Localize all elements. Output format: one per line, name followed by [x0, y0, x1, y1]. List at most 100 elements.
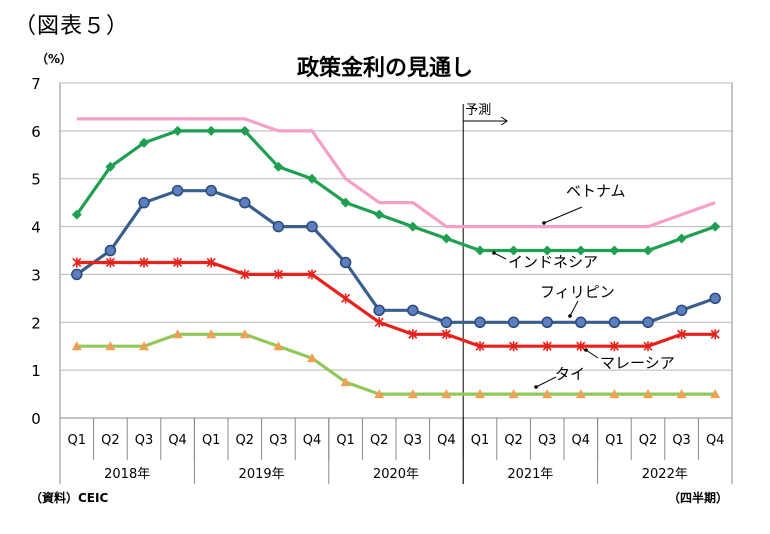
x-tick-label: Q4 [303, 433, 322, 448]
marker-triangle [374, 389, 385, 399]
marker-circle [205, 184, 217, 197]
callout-arrow-tip [534, 385, 538, 389]
y-tick-label: 7 [31, 75, 41, 93]
marker-triangle [340, 377, 351, 387]
marker-star [542, 341, 552, 352]
marker-diamond [206, 125, 217, 136]
marker-diamond [105, 161, 116, 172]
x-tick-label: Q3 [672, 433, 691, 448]
x-tick-label: Q3 [269, 433, 288, 448]
x-tick-label: Q4 [168, 433, 187, 448]
x-tick-label: Q1 [68, 433, 87, 448]
marker-triangle [575, 389, 586, 399]
marker-triangle [710, 389, 721, 399]
callout-leader [569, 300, 579, 317]
marker-diamond [139, 137, 149, 148]
callout-arrow-tip [492, 251, 496, 255]
forecast-arrow-head [500, 116, 508, 126]
marker-star [341, 293, 351, 304]
marker-diamond [643, 245, 653, 256]
x-tick-label: Q4 [706, 433, 725, 448]
marker-diamond [441, 233, 452, 244]
x-tick-label: Q2 [639, 433, 658, 448]
marker-triangle [71, 341, 82, 351]
marker-star [509, 341, 519, 352]
marker-star [710, 329, 720, 340]
marker-circle [675, 304, 688, 317]
x-tick-label: Q1 [471, 433, 490, 448]
marker-star [173, 257, 183, 268]
marker-circle [709, 292, 721, 305]
marker-triangle [206, 329, 217, 339]
marker-diamond [273, 161, 284, 172]
marker-triangle [172, 329, 183, 339]
marker-triangle [676, 389, 687, 399]
marker-diamond [407, 221, 418, 232]
y-tick-label: 2 [31, 314, 41, 332]
marker-diamond [575, 245, 586, 256]
marker-star [408, 329, 418, 340]
marker-triangle [105, 341, 116, 351]
marker-circle [541, 316, 553, 329]
marker-circle [306, 220, 318, 233]
marker-star [475, 341, 485, 352]
marker-star [441, 329, 451, 340]
marker-star [72, 257, 82, 268]
series-label: フィリピン [540, 283, 615, 301]
marker-circle [407, 304, 419, 317]
marker-diamond [542, 245, 553, 256]
marker-star [307, 269, 317, 280]
year-label: 2019年 [239, 467, 285, 482]
x-tick-label: Q3 [538, 433, 557, 448]
source-note: （資料）CEIC [30, 491, 109, 505]
marker-circle [171, 184, 184, 197]
marker-circle [339, 256, 352, 269]
marker-triangle [441, 389, 452, 399]
callout-leader [585, 349, 599, 359]
x-tick-label: Q2 [370, 433, 389, 448]
marker-triangle [273, 341, 284, 351]
marker-diamond [307, 173, 317, 184]
year-label: 2021年 [507, 467, 553, 482]
y-tick-label: 1 [31, 362, 41, 380]
marker-circle [440, 316, 453, 329]
x-tick-label: Q1 [202, 433, 221, 448]
marker-diamond [508, 245, 519, 256]
marker-circle [373, 304, 385, 317]
x-tick-label: Q4 [437, 433, 456, 448]
series-label: マレーシア [600, 354, 675, 372]
year-label: 2020年 [373, 467, 419, 482]
marker-triangle [407, 389, 418, 399]
y-tick-label: 3 [31, 266, 41, 284]
y-axis-unit-label: （%） [36, 52, 73, 66]
marker-triangle [139, 341, 149, 351]
figure-label: （図表５） [14, 14, 130, 39]
marker-circle [474, 316, 486, 329]
marker-triangle [508, 389, 519, 399]
marker-star [105, 257, 115, 268]
marker-circle [272, 220, 285, 233]
marker-star [609, 341, 619, 352]
callout-arrow-tip [584, 348, 588, 352]
forecast-label: 予測 [465, 103, 491, 118]
marker-triangle [307, 353, 317, 363]
marker-triangle [239, 329, 250, 339]
x-tick-label: Q2 [504, 433, 523, 448]
marker-diamond [609, 245, 620, 256]
x-tick-label: Q1 [605, 433, 624, 448]
marker-triangle [542, 389, 553, 399]
marker-diamond [676, 233, 687, 244]
x-tick-label: Q2 [236, 433, 255, 448]
series-line [75, 129, 716, 253]
callout-leader [493, 252, 507, 260]
marker-star [240, 269, 250, 280]
callout-leader [535, 376, 557, 388]
y-tick-label: 0 [31, 410, 41, 428]
series-label: インドネシア [508, 253, 598, 271]
series-line [76, 260, 716, 348]
year-label: 2018年 [104, 467, 150, 482]
marker-diamond [340, 197, 351, 208]
marker-circle [138, 196, 150, 209]
marker-star [576, 341, 586, 352]
